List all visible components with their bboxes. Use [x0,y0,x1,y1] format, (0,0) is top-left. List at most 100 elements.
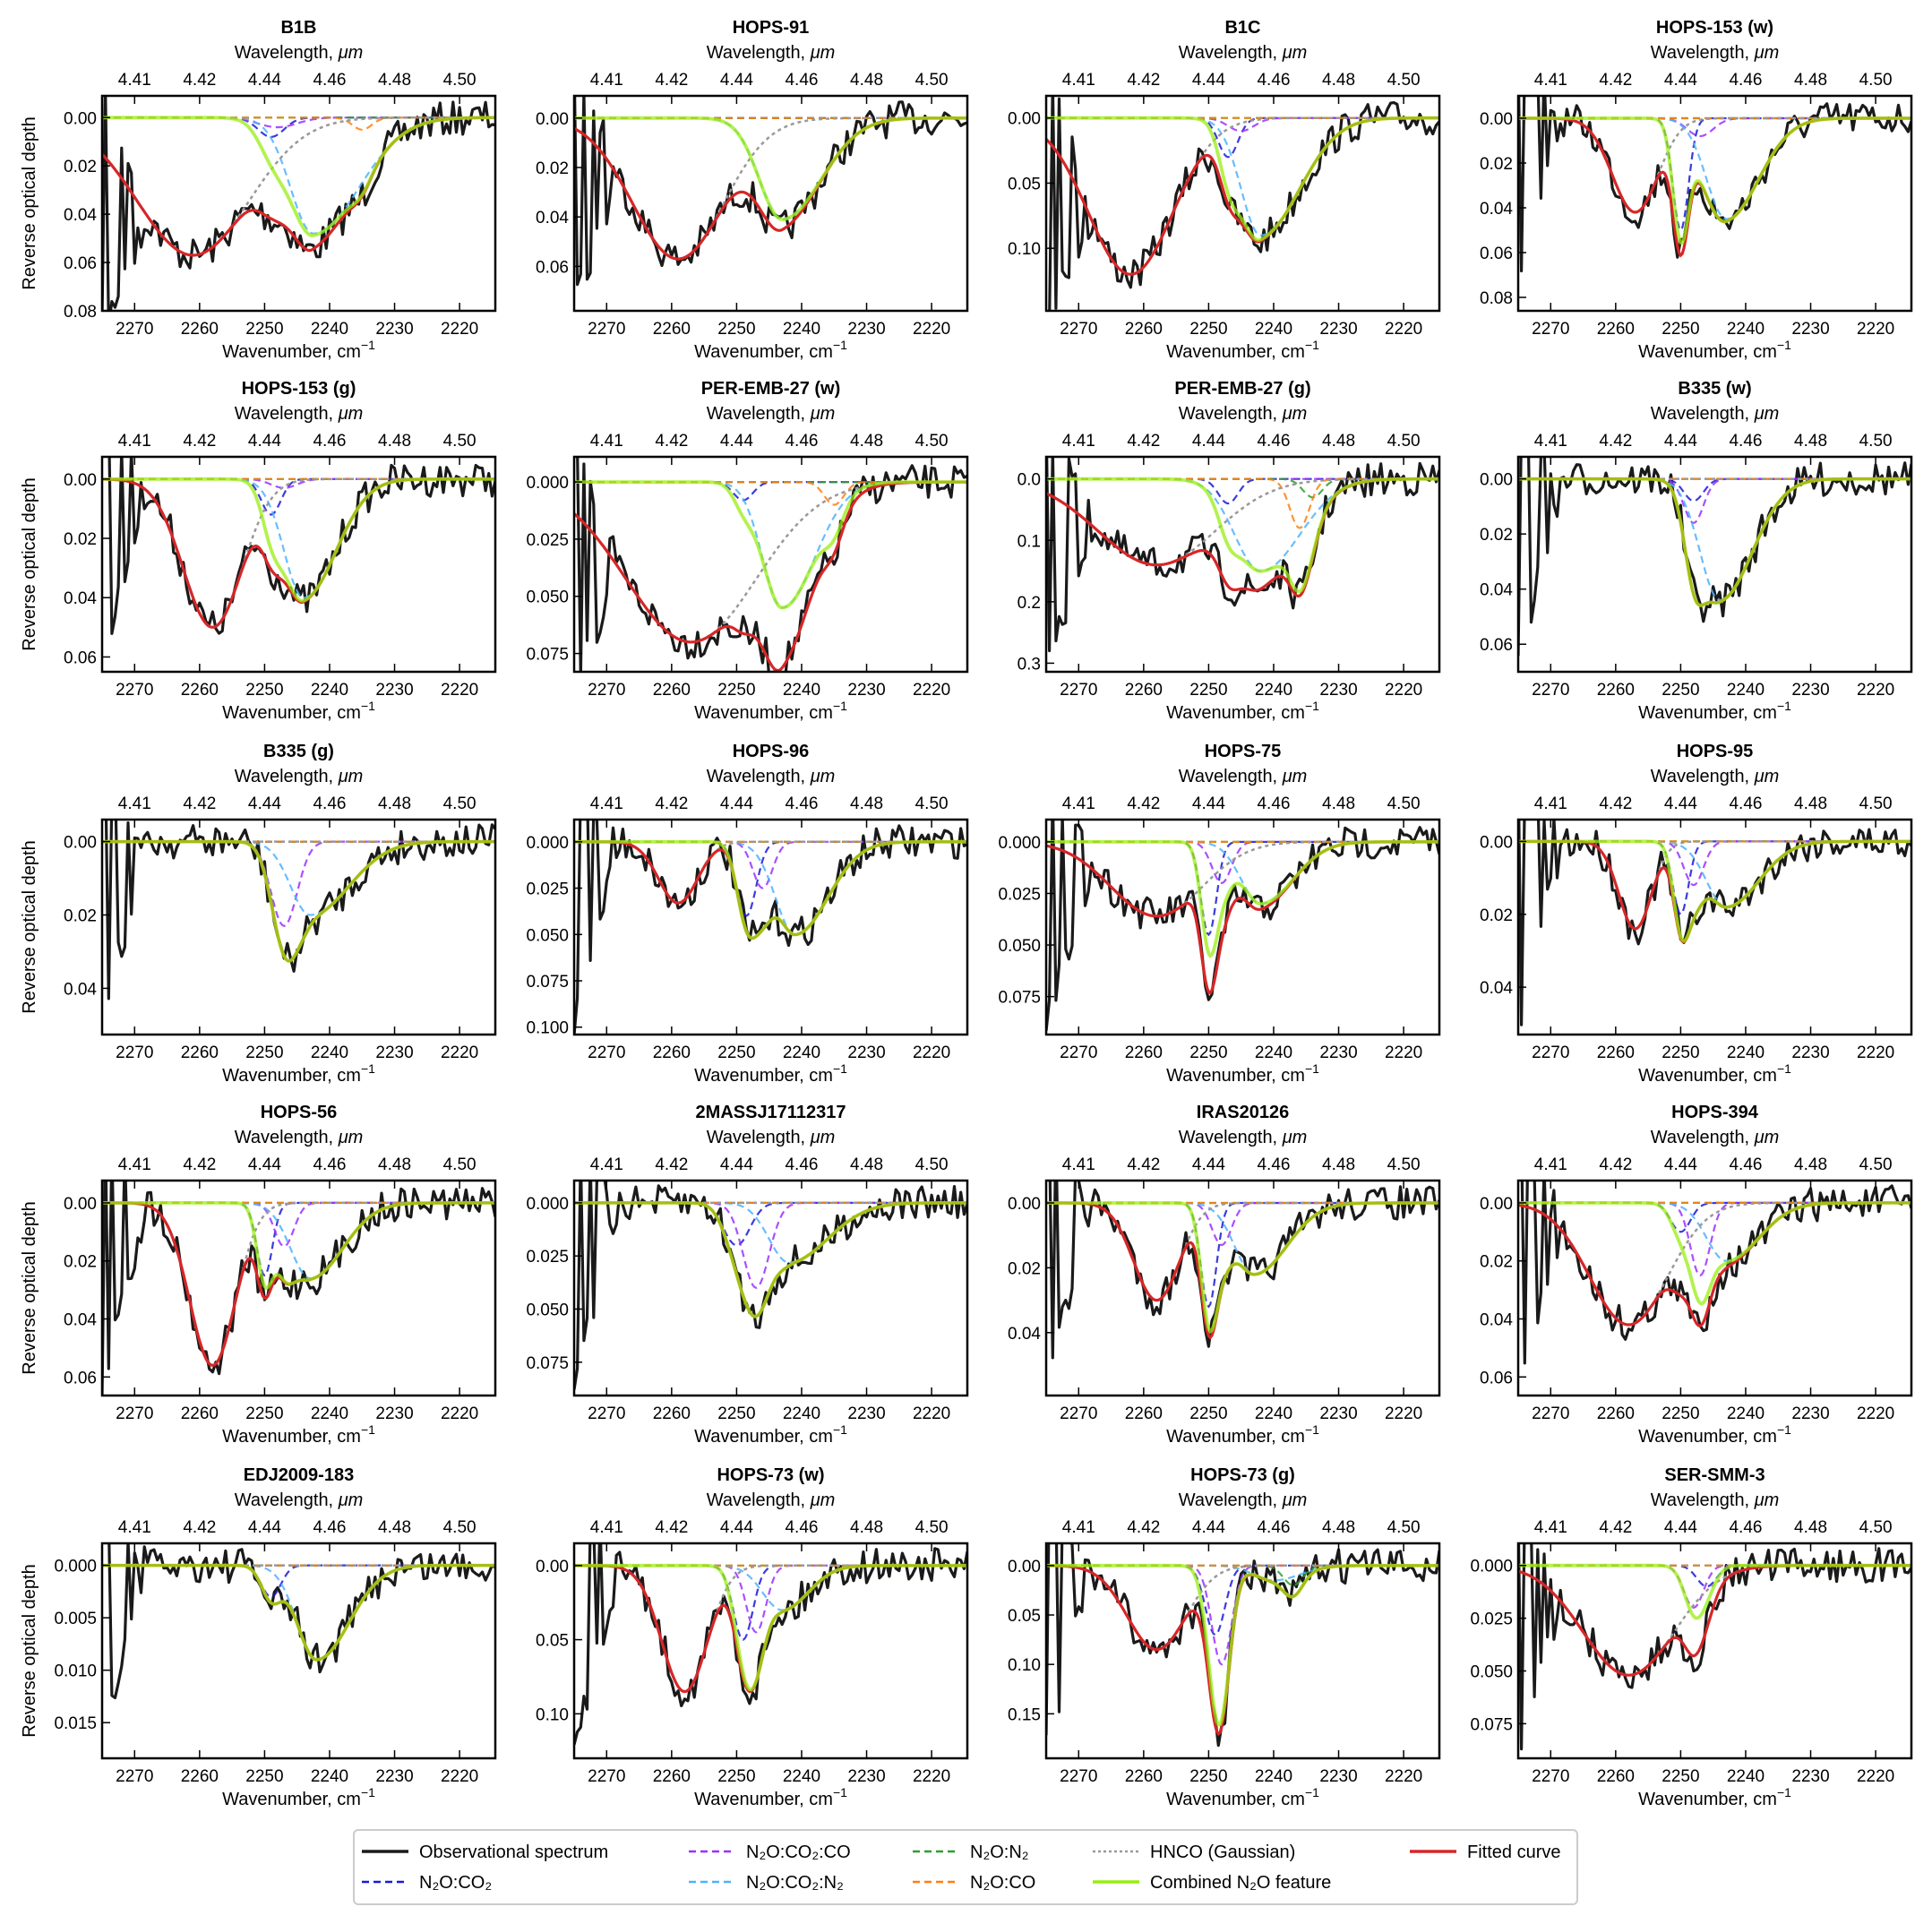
subplot-hops-394: 2270 4.41 2260 4.42 2250 4.44 2240 4.46 2230 4.48… [1480,1103,1913,1447]
top-tick-label: 4.41 [1534,1518,1567,1537]
y-tick-label: 0.00 [64,471,97,490]
y-tick-label: 0.075 [526,646,569,665]
y-tick-label: 0.06 [64,648,97,667]
top-axis-label-unit: μm [1754,1128,1780,1147]
x-tick-label: 2230 [1319,1767,1357,1786]
x-tick-label: 2230 [847,1404,885,1423]
x-axis-label-text: Wavenumber, cm [1166,342,1305,362]
top-tick-label: 4.46 [1729,795,1762,813]
x-axis-label: Wavenumber, cm−1 [694,699,847,723]
observed-spectrum-line [1046,1543,1439,1748]
plot-area [1518,1543,1911,1751]
top-axis-label-text: Wavelength, [235,404,339,424]
top-tick-label: 4.44 [1192,1518,1225,1537]
y-tick-label: 0.08 [1480,289,1513,308]
top-tick-label: 4.50 [1859,432,1893,451]
observed-spectrum-line [576,457,967,672]
observed-spectrum-line [1518,1543,1911,1751]
x-tick-label: 2250 [245,1767,283,1786]
top-tick-label: 4.48 [1322,71,1355,90]
x-tick-label: 2270 [588,1404,625,1423]
axes-frame [1516,818,1913,1036]
x-tick-label: 2260 [181,320,219,339]
n2o-co2-n2-component-line [574,1201,967,1264]
subplot-2massj17112317: 2270 4.41 2260 4.42 2250 4.44 2240 4.46 2230 4.48… [526,1103,969,1447]
x-tick-label: 2270 [1060,320,1097,339]
top-tick-label: 4.44 [1664,1155,1697,1174]
subplot-title: HOPS-394 [1671,1103,1759,1122]
top-tick-label: 4.48 [1322,1155,1355,1174]
top-tick-label: 4.41 [1534,1155,1567,1174]
x-tick-label: 2270 [588,1767,625,1786]
top-tick-label: 4.50 [1859,1155,1893,1174]
top-axis-label: Wavelength, μm [1651,767,1780,786]
x-axis-label-text: Wavenumber, cm [1166,703,1305,723]
top-axis-label: Wavelength, μm [1179,404,1308,424]
x-axis-label: Wavenumber, cm−1 [222,338,375,362]
x-tick-label: 2240 [311,1044,348,1062]
legend-label: Observational spectrum [419,1842,608,1862]
hnco-gaussian-line [1518,116,1911,214]
top-tick-label: 4.42 [1599,71,1632,90]
n2o-co2-co-component-line [102,840,495,928]
y-tick-label: 0.050 [1470,1662,1513,1681]
axes-frame [572,455,969,674]
x-tick-label: 2260 [1125,1044,1163,1062]
x-axis-label-text: Wavenumber, cm [222,1066,361,1086]
top-tick-label: 4.50 [443,71,477,90]
y-tick-label: 0.02 [1480,526,1513,545]
top-tick-label: 4.42 [183,1518,216,1537]
subplot-b335-g-: 2270 4.41 2260 4.42 2250 4.44 2240 4.46 2230 4.48… [20,742,497,1086]
x-tick-label: 2240 [1727,1404,1765,1423]
legend-label: N₂O:CO₂:CO [746,1842,851,1862]
combined-n2o-line [102,1201,495,1291]
top-axis-label-text: Wavelength, [707,1128,811,1147]
plot-area [1046,457,1439,653]
x-tick-label: 2270 [1060,681,1097,700]
y-tick-label: 0.015 [54,1714,97,1733]
top-tick-label: 4.46 [313,1518,346,1537]
x-tick-label: 2230 [1791,1044,1829,1062]
subplot-title: SER-SMM-3 [1664,1465,1765,1485]
x-tick-label: 2250 [245,1404,283,1423]
top-tick-label: 4.46 [785,795,818,813]
x-tick-label: 2240 [311,1404,348,1423]
observed-spectrum-line [107,457,495,635]
y-tick-label: 0.075 [526,973,569,992]
top-tick-label: 4.44 [720,71,753,90]
x-tick-label: 2220 [441,681,478,700]
y-tick-label: 0.000 [526,474,569,493]
x-tick-label: 2220 [1857,320,1894,339]
y-tick-label: 0.000 [54,1558,97,1576]
y-tick-label: 0.000 [998,834,1041,853]
top-tick-label: 4.50 [443,795,477,813]
x-tick-label: 2270 [588,1044,625,1062]
subplot-hops-95: 2270 4.41 2260 4.42 2250 4.44 2240 4.46 2230 4.48… [1480,742,1913,1086]
y-tick-label: 0.10 [1008,1656,1041,1675]
x-tick-label: 2250 [717,1404,755,1423]
x-axis-label-sup: −1 [833,699,847,713]
x-axis-label-sup: −1 [1305,1061,1319,1076]
y-tick-label: 0.06 [1480,245,1513,263]
top-axis-label-text: Wavelength, [1179,43,1283,63]
x-axis-label-text: Wavenumber, cm [1638,1790,1777,1809]
x-axis-label-text: Wavenumber, cm [222,703,361,723]
subplot-title: 2MASSJ17112317 [696,1103,846,1122]
y-tick-label: 0.075 [998,989,1041,1008]
top-tick-label: 4.46 [313,795,346,813]
top-axis-label-unit: μm [810,1490,836,1510]
plot-area [1046,820,1439,1032]
observed-spectrum-line [1518,457,1911,657]
top-axis-label-unit: μm [810,43,836,63]
x-tick-label: 2230 [1319,1404,1357,1423]
x-axis-label-text: Wavenumber, cm [1166,1066,1305,1086]
subplot-title: HOPS-56 [261,1103,338,1122]
x-tick-label: 2230 [375,1044,413,1062]
top-tick-label: 4.44 [720,795,753,813]
x-tick-label: 2240 [1727,320,1765,339]
y-tick-label: 0.3 [1018,655,1041,674]
top-axis-label-text: Wavelength, [235,1128,339,1147]
observed-spectrum-line [574,1181,967,1390]
n2o-co2-n2-component-line [102,840,495,916]
x-tick-label: 2220 [1857,1767,1894,1786]
